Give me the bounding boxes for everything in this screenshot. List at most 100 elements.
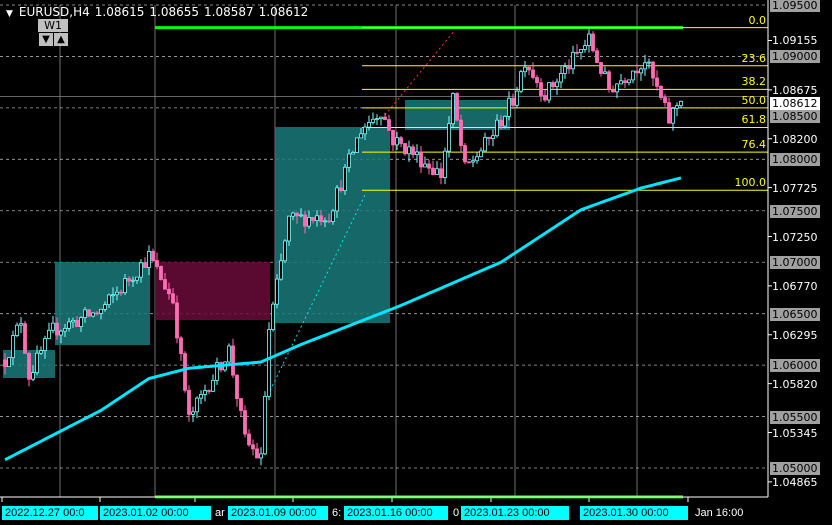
candle-bullish: [443, 150, 447, 178]
fib-level-label: 61.8: [741, 113, 767, 127]
price-label: 1.06295: [772, 328, 818, 342]
candle-bullish: [407, 146, 411, 155]
candle-bearish: [431, 167, 435, 175]
price-label: 1.07725: [772, 181, 818, 195]
candle-bullish: [447, 123, 451, 152]
price-label-round: 1.09500: [770, 0, 820, 12]
open-value: 1.08615: [94, 5, 145, 19]
candle-bearish: [95, 312, 99, 315]
candle-bearish: [607, 71, 611, 91]
candle-bullish: [83, 309, 87, 319]
time-label: 2023.01.16 00:00: [344, 506, 448, 520]
candle-bullish: [35, 352, 39, 374]
candle-bullish: [31, 372, 35, 380]
candle-bullish: [323, 220, 327, 223]
candle-bullish: [195, 397, 199, 413]
candle-bearish: [439, 168, 443, 178]
candle-bearish: [151, 250, 155, 261]
candle-bullish: [579, 48, 583, 53]
high-value: 1.08655: [149, 5, 199, 19]
candle-bearish: [247, 433, 251, 446]
candle-bullish: [107, 294, 111, 306]
candle-bullish: [359, 133, 363, 139]
candle-bullish: [259, 453, 263, 459]
candle-bullish: [131, 279, 135, 282]
candle-bullish: [587, 33, 591, 47]
price-label: 1.05345: [772, 426, 818, 440]
candle-bullish: [283, 240, 287, 262]
candle-bullish: [603, 71, 607, 74]
candle-bearish: [23, 323, 27, 354]
candle-bullish: [227, 345, 231, 363]
current-price-label: 1.08612: [770, 96, 820, 110]
candle-bearish: [511, 97, 515, 106]
candle-bullish: [103, 304, 107, 310]
candle-bearish: [251, 444, 255, 450]
zone-rectangle: [55, 262, 150, 345]
candle-bullish: [191, 411, 195, 415]
price-label: 1.08675: [772, 83, 818, 97]
candle-bullish: [423, 163, 427, 168]
candle-bullish: [371, 118, 375, 123]
candle-bullish: [559, 73, 563, 83]
candle-bullish: [263, 395, 267, 455]
price-label-round: 1.08500: [770, 109, 820, 123]
candle-bullish: [415, 151, 419, 156]
candle-bullish: [563, 66, 567, 74]
candle-bearish: [239, 398, 243, 411]
candle-bullish: [275, 278, 279, 305]
candle-bearish: [183, 353, 187, 391]
candle-bullish: [475, 156, 479, 162]
candle-bullish: [67, 321, 71, 329]
price-label-round: 1.05500: [770, 410, 820, 424]
zone-rectangle: [275, 127, 390, 323]
fib-level-label: 100.0: [734, 176, 767, 190]
candle-bullish: [435, 168, 439, 175]
candle-bearish: [635, 70, 639, 74]
price-label-round: 1.08000: [770, 153, 820, 167]
period-down-button[interactable]: ▼: [39, 33, 53, 46]
candle-bullish: [39, 350, 43, 354]
symbol-label: EURUSD,H4: [18, 5, 90, 19]
candle-bullish: [679, 100, 683, 107]
candle-bearish: [411, 146, 415, 156]
fib-level-label: 50.0: [741, 93, 767, 107]
candles: [3, 27, 683, 466]
candle-bullish: [19, 323, 23, 326]
candle-bearish: [163, 279, 167, 290]
candle-bearish: [27, 353, 31, 380]
candle-bullish: [211, 379, 215, 392]
candle-bullish: [583, 45, 587, 50]
candle-bullish: [7, 357, 11, 368]
price-label-round: 1.09000: [770, 50, 820, 64]
period-button[interactable]: W1: [38, 19, 68, 32]
candle-bearish: [207, 390, 211, 392]
candle-bearish: [567, 66, 571, 70]
time-label: Jan 16:00: [695, 507, 744, 519]
candle-bearish: [55, 322, 59, 336]
candle-bearish: [463, 145, 467, 163]
time-label: 2023.01.30 00:00: [580, 506, 688, 520]
fib-level-label: 23.6: [741, 51, 767, 65]
candle-bearish: [467, 161, 471, 164]
candle-bearish: [127, 278, 131, 282]
time-label: 2023.01.23 00:00: [461, 506, 569, 520]
period-up-button[interactable]: ▲: [54, 33, 68, 46]
candle-bullish: [43, 338, 47, 352]
price-label-round: 1.07000: [770, 256, 820, 270]
candle-bullish: [555, 81, 559, 88]
candle-bearish: [623, 80, 627, 84]
candle-bearish: [531, 69, 535, 78]
candle-bearish: [311, 217, 315, 221]
moving-average-line: [4, 176, 682, 462]
time-label: 2022.12.27 00:0: [2, 506, 98, 520]
candle-bullish: [495, 119, 499, 137]
candle-bullish: [331, 210, 335, 222]
candle-bearish: [243, 410, 247, 435]
price-label-round: 1.05000: [770, 462, 820, 475]
candle-bearish: [143, 262, 147, 268]
price-label-round: 1.07500: [770, 204, 820, 218]
candle-bullish: [615, 83, 619, 93]
dropdown-triangle-icon[interactable]: ▼: [6, 9, 13, 19]
